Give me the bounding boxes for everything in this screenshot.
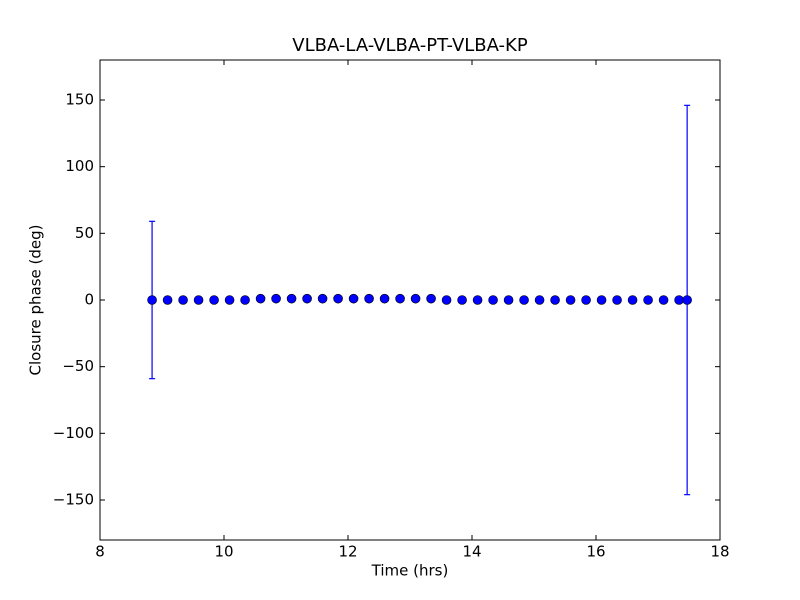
chart-title: VLBA-LA-VLBA-PT-VLBA-KP [292,35,528,56]
point [364,293,374,304]
point [348,293,359,304]
point [379,293,390,304]
y-tick-label: −100 [53,424,94,442]
point [395,293,405,304]
x-tick-label: 12 [338,543,357,561]
point [581,295,591,305]
y-tick-label: 0 [84,291,94,309]
y-tick-label: −150 [53,491,94,509]
point [503,295,514,305]
plot-frame [99,59,721,541]
point [596,295,607,305]
x-tick-label: 8 [95,543,105,561]
point [441,295,452,305]
point [519,295,529,305]
point [472,295,483,305]
y-tick-label: 50 [75,224,94,242]
point [302,293,312,304]
point [240,295,250,305]
point [317,293,328,304]
point [147,295,157,305]
x-tick-label: 18 [710,543,729,561]
x-tick-label: 14 [462,543,481,561]
point [534,295,545,305]
y-tick-label: 150 [65,91,94,109]
point [162,295,173,305]
point [286,293,297,304]
point [627,295,638,305]
point [333,293,343,304]
point [658,295,669,305]
point [224,295,235,305]
x-axis-label: Time (hrs) [371,562,449,580]
point [488,295,498,305]
point [209,295,219,305]
point [193,295,204,305]
point [271,293,281,304]
point [255,293,266,304]
point [426,293,436,304]
x-tick-label: 16 [586,543,605,561]
point [457,295,467,305]
y-tick-label: 100 [65,157,94,175]
point [565,295,576,305]
y-tick-label: −50 [62,357,94,375]
point [612,295,622,305]
point [674,295,684,305]
point [410,293,421,304]
x-tick-label: 10 [214,543,233,561]
point [682,295,692,305]
point [643,295,653,305]
point [178,295,188,305]
point [550,295,560,305]
y-axis-label: Closure phase (deg) [27,225,45,376]
